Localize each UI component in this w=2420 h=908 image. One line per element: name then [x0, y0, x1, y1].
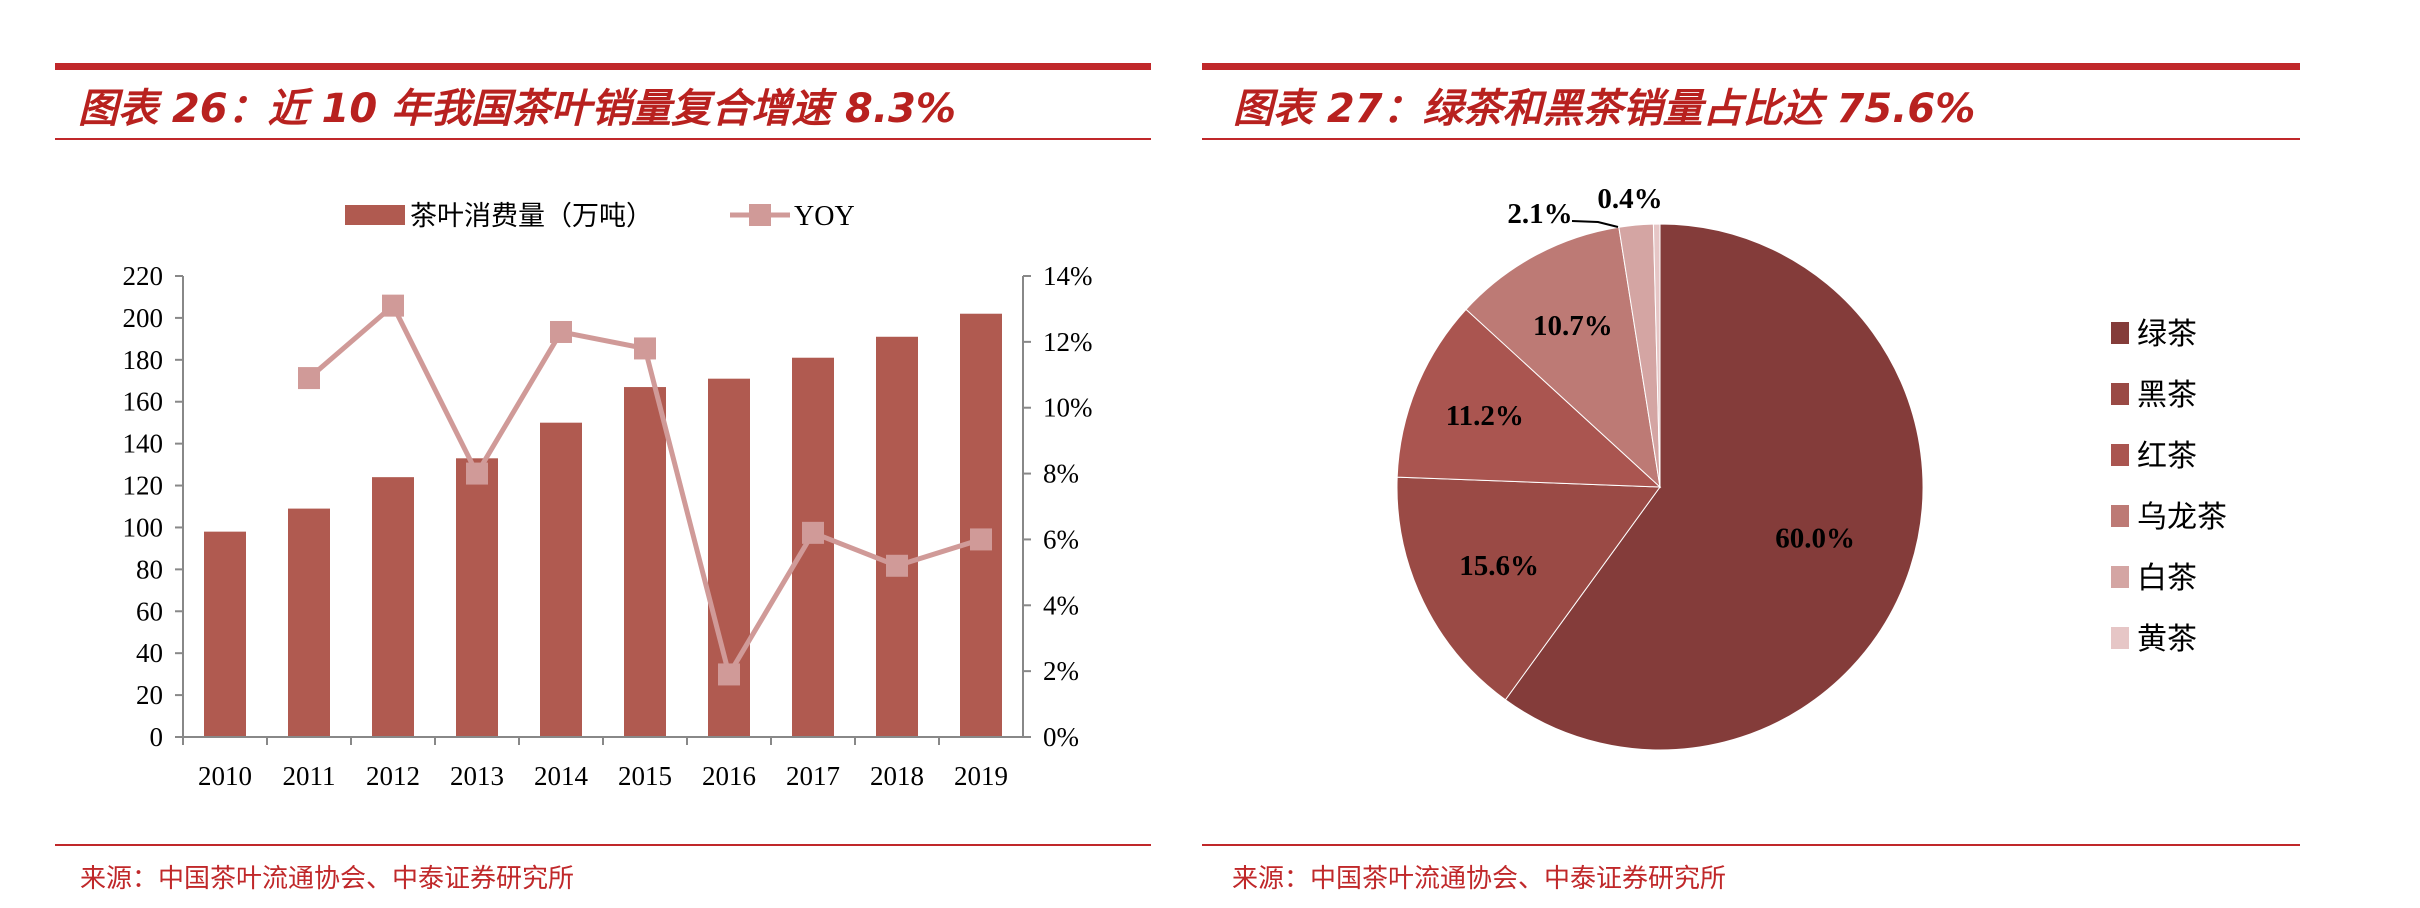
x-tick-label: 2010: [198, 761, 252, 791]
legend-swatch: [2111, 566, 2129, 588]
y-tick-label: 180: [123, 345, 164, 375]
legend-swatch-marker: [749, 204, 771, 226]
yoy-marker: [802, 521, 824, 544]
legend-swatch-bar: [345, 205, 405, 225]
yoy-marker: [466, 462, 488, 485]
pie-data-label: 0.4%: [1597, 183, 1662, 215]
y-tick-label: 40: [136, 638, 163, 668]
legend-swatch: [2111, 322, 2129, 344]
bar: [540, 422, 582, 737]
bar: [204, 531, 246, 737]
left-panel: 图表 26：近 10 年我国茶叶销量复合增速 8.3% 0 20 40 60 80 100…: [0, 0, 1200, 908]
source-rule: [55, 844, 1151, 846]
title-bottom-rule: [55, 138, 1151, 140]
y2-tick-label: 14%: [1043, 261, 1093, 291]
y2-tick-label: 8%: [1043, 459, 1079, 489]
y2-tick-label: 10%: [1043, 393, 1093, 423]
y2-tick-label: 2%: [1043, 656, 1079, 686]
x-tick-label: 2015: [618, 761, 672, 791]
y2-tick-label: 12%: [1043, 327, 1093, 357]
pie-slice: [1504, 223, 1924, 751]
leader-line: [1571, 220, 1619, 228]
legend-swatch: [2111, 505, 2129, 527]
bar: [624, 387, 666, 737]
pie-data-label: 2.1%: [1507, 198, 1572, 230]
pie-data-label: 15.6%: [1459, 550, 1539, 582]
y-tick-label: 80: [136, 554, 163, 584]
pie-slice: [1652, 223, 1661, 488]
x-tick-label: 2016: [702, 761, 756, 791]
legend-label: 黄茶: [2137, 623, 2197, 656]
legend-label: 白茶: [2137, 562, 2197, 595]
y-tick-label: 0: [150, 722, 164, 752]
y-tick-label: 60: [136, 596, 163, 626]
legend-label: YOY: [794, 201, 855, 232]
source-text: 来源：中国茶叶流通协会、中泰证券研究所: [1232, 864, 1727, 894]
y-tick-label: 140: [123, 429, 164, 459]
pie-data-label: 10.7%: [1533, 310, 1613, 342]
x-tick-label: 2011: [283, 761, 336, 791]
yoy-marker: [718, 663, 740, 686]
bar: [372, 477, 414, 737]
bar-line-chart: 0 20 40 60 80 100 120 140 160 180 200 220 0% 2% 4% 6% 8%…: [123, 201, 1093, 791]
legend-swatch: [2111, 627, 2129, 649]
x-tick-label: 2014: [534, 761, 589, 791]
pie-slice: [1465, 226, 1661, 489]
y-tick-label: 100: [123, 512, 164, 542]
yoy-marker: [298, 367, 320, 390]
pie-slice: [1396, 476, 1661, 701]
yoy-marker: [550, 320, 572, 343]
title-bottom-rule: [1202, 138, 2300, 140]
source-rule: [1202, 844, 2300, 846]
legend-swatch: [2111, 383, 2129, 405]
y2-tick-label: 6%: [1043, 524, 1079, 554]
legend-label: 茶叶消费量（万吨）: [410, 201, 653, 231]
pie-data-label: 60.0%: [1775, 522, 1855, 554]
y2-tick-label: 0%: [1043, 722, 1079, 752]
y-tick-label: 220: [123, 261, 164, 291]
yoy-marker: [886, 554, 908, 577]
title-top-rule: [55, 63, 1151, 70]
pie-data-label: 11.2%: [1446, 400, 1524, 432]
x-tick-label: 2018: [870, 761, 924, 791]
x-tick-label: 2019: [954, 761, 1008, 791]
bar: [876, 336, 918, 737]
yoy-marker: [382, 294, 404, 317]
pie-chart: 60.0% 15.6% 11.2% 10.7% 2.1% 0.4% 绿茶黑茶红茶乌龙茶白茶黄…: [1396, 183, 2227, 751]
y-tick-label: 160: [123, 387, 164, 417]
source-text: 来源：中国茶叶流通协会、中泰证券研究所: [80, 864, 575, 894]
chart-title: 图表 26：近 10 年我国茶叶销量复合增速 8.3%: [78, 86, 956, 132]
pie-slice: [1396, 308, 1662, 488]
x-tick-label: 2012: [366, 761, 420, 791]
x-tick-label: 2017: [786, 761, 840, 791]
y2-tick-label: 4%: [1043, 590, 1079, 620]
y-tick-label: 200: [123, 303, 164, 333]
bar: [288, 508, 330, 737]
bar: [792, 357, 834, 737]
bar: [960, 313, 1002, 737]
y-tick-label: 120: [123, 471, 164, 501]
right-panel: 图表 27：绿茶和黑茶销量占比达 75.6% 60.0% 15.6% 11.2% 10…: [1200, 0, 2420, 908]
legend-swatch: [2111, 444, 2129, 466]
legend-label: 黑茶: [2137, 379, 2197, 412]
title-top-rule: [1202, 63, 2300, 70]
chart-title: 图表 27：绿茶和黑茶销量占比达 75.6%: [1233, 86, 1976, 132]
legend-label: 乌龙茶: [2137, 501, 2227, 534]
legend-label: 绿茶: [2137, 318, 2197, 351]
yoy-marker: [970, 528, 992, 551]
yoy-marker: [634, 337, 656, 360]
y-tick-label: 20: [136, 680, 163, 710]
legend-label: 红茶: [2137, 440, 2197, 473]
bar: [456, 458, 498, 737]
x-tick-label: 2013: [450, 761, 504, 791]
